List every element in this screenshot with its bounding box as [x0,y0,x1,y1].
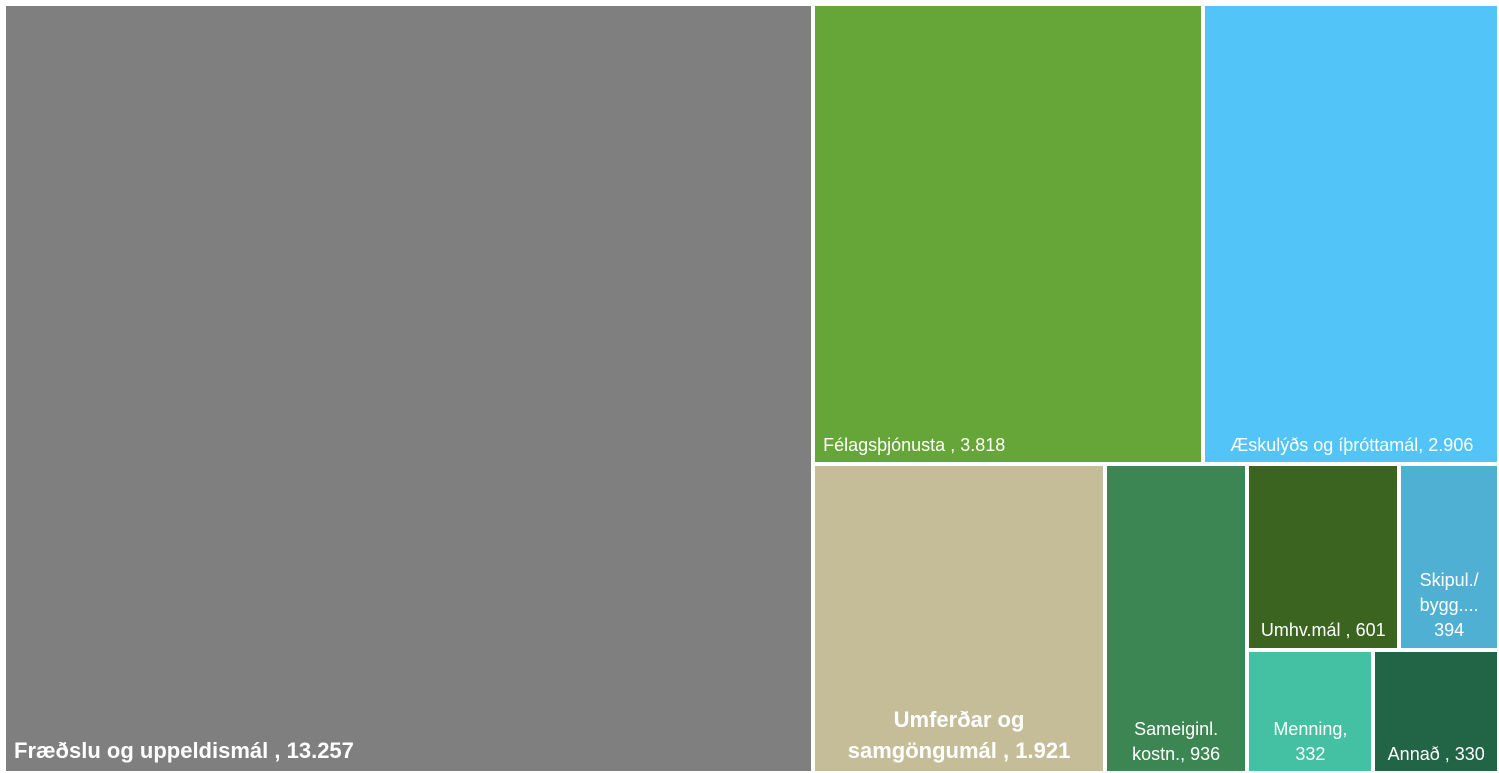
category-label: Annað , [1387,743,1450,764]
cell-label: Umhv.mál , 601 [1249,618,1397,647]
value-label: 1.921 [1015,738,1071,764]
cell-label: Félagsþjónusta , 3.818 [815,433,1200,462]
treemap-cell: Umhv.mál , 601 [1249,466,1398,648]
treemap-cell: Menning, 332 [1249,651,1372,771]
category-label: Sameiginl. kostn., [1132,718,1219,764]
value-label: 3.818 [960,434,1006,455]
cell-label: Sameiginl. kostn., 936 [1107,717,1245,771]
value-label: 394 [1434,620,1465,641]
category-label: Æskulýðs og íþróttamál, [1230,434,1424,455]
cell-label: Annað , 330 [1375,742,1497,771]
value-label: 332 [1295,743,1326,764]
treemap-cell: Fræðslu og uppeldismál , 13.257 [6,6,812,771]
treemap-cell: Félagsþjónusta , 3.818 [815,6,1201,463]
category-label: Umferðar og samgöngumál , [847,707,1025,764]
category-label: Félagsþjónusta , [823,434,956,455]
treemap-cell: Umferðar og samgöngumál , 1.921 [815,466,1103,771]
treemap-cell: Annað , 330 [1375,651,1497,771]
treemap-cell: Skipul./ bygg.... 394 [1401,466,1497,648]
cell-label: Menning, 332 [1249,717,1371,771]
cell-label: Umferðar og samgöngumál , 1.921 [815,705,1103,771]
treemap-cell: Æskulýðs og íþróttamál, 2.906 [1204,6,1497,463]
value-label: 330 [1454,743,1485,764]
value-label: 13.257 [286,738,354,764]
cell-label: Æskulýðs og íþróttamál, 2.906 [1205,433,1497,462]
category-label: Menning, [1273,718,1348,739]
treemap-cell: Sameiginl. kostn., 936 [1107,466,1246,771]
category-label: Skipul./ bygg.... [1419,570,1479,616]
value-label: 936 [1190,743,1221,764]
cell-label: Skipul./ bygg.... 394 [1401,568,1497,648]
value-label: 2.906 [1428,434,1474,455]
value-label: 601 [1355,620,1386,641]
category-label: Umhv.mál , [1260,620,1351,641]
cell-label: Fræðslu og uppeldismál , 13.257 [6,736,811,771]
category-label: Fræðslu og uppeldismál , [14,738,281,764]
